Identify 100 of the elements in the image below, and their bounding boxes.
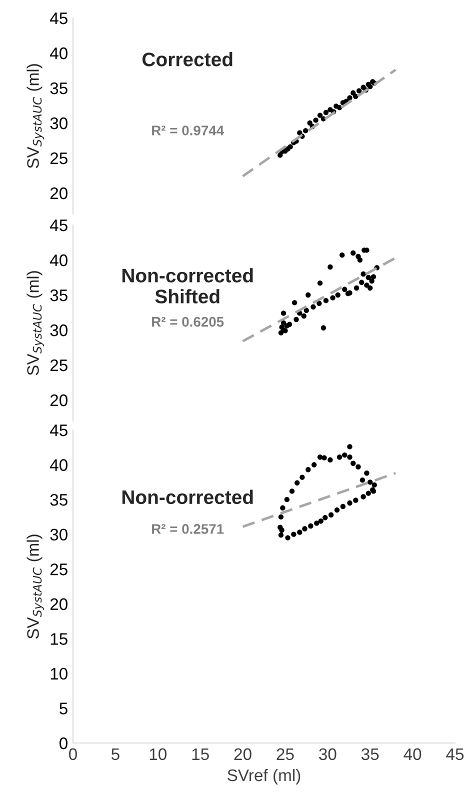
point: [297, 530, 302, 535]
text: Corrected: [142, 52, 232, 66]
point: [370, 274, 376, 280]
point: [302, 128, 308, 134]
y-axis-title: SV$_{SystAUC}$ (ml): [26, 271, 44, 376]
x-tick-label: 35: [361, 748, 379, 760]
point: [366, 274, 372, 280]
point: [302, 526, 308, 532]
y-tick-label: 40: [50, 459, 68, 471]
x-tick-label: 30: [319, 748, 336, 760]
point: [304, 308, 310, 313]
point: [278, 532, 284, 538]
annotation: R² = 0.2571: [152, 524, 224, 534]
point: [292, 300, 298, 306]
point: [366, 490, 372, 496]
point: [313, 118, 318, 123]
x-tick-label: 25: [276, 748, 294, 760]
point: [356, 464, 361, 470]
y-tick-label: 25: [50, 564, 68, 576]
y-tick-label: 20: [50, 394, 68, 406]
point: [356, 88, 362, 94]
point: [316, 300, 322, 306]
point: [350, 250, 356, 256]
point: [360, 477, 366, 483]
point: [328, 264, 333, 270]
point: [308, 523, 314, 529]
point: [342, 286, 348, 292]
x-tick-label: 40: [404, 748, 422, 760]
point: [368, 480, 373, 485]
point: [317, 454, 323, 460]
point: [289, 488, 295, 494]
y-tick-label: 0: [60, 737, 68, 750]
point: [291, 532, 296, 537]
x-tick-label: 20: [234, 748, 252, 760]
point: [300, 474, 305, 480]
point: [334, 507, 340, 513]
point: [336, 454, 342, 460]
point: [278, 524, 283, 530]
annotation: R² = 0.6205: [152, 316, 224, 327]
point: [368, 84, 373, 90]
point: [330, 295, 336, 300]
point: [328, 512, 334, 518]
y-tick-label: 10: [50, 668, 68, 680]
x-tick-label: 0: [69, 748, 77, 760]
y-tick-label: 45: [50, 12, 68, 24]
point: [342, 452, 348, 458]
y-tick-label: 20: [50, 598, 68, 610]
point: [347, 95, 352, 100]
point: [288, 144, 293, 150]
x-tick-label: 5: [111, 748, 120, 760]
point: [280, 310, 286, 316]
point: [364, 282, 370, 288]
y-tick-label: 30: [50, 117, 68, 130]
point: [306, 467, 311, 472]
point: [322, 455, 327, 460]
point: [314, 520, 320, 526]
point: [294, 316, 299, 322]
point: [360, 494, 366, 500]
y-axis-title: SV$_{SystAUC}$ (ml): [26, 64, 44, 168]
point: [368, 285, 373, 291]
point: [311, 462, 317, 468]
point: [280, 320, 286, 326]
y-tick-label: 40: [50, 254, 68, 266]
point: [323, 298, 329, 304]
y-tick-label: 35: [50, 289, 68, 302]
y-tick-label: 25: [50, 152, 68, 164]
point: [347, 500, 352, 506]
y-tick-label: 5: [60, 702, 68, 714]
text: Non-corrected: [122, 490, 253, 504]
text: Non-corrected Shifted: [122, 268, 253, 304]
point: [317, 280, 323, 286]
point: [369, 278, 374, 284]
y-tick-label: 20: [50, 187, 68, 200]
point: [364, 470, 370, 476]
y-tick-label: 15: [50, 633, 68, 645]
point: [347, 444, 352, 450]
x-tick-label: 15: [192, 748, 209, 760]
y-tick-label: 35: [50, 494, 68, 506]
y-tick-label: 30: [50, 324, 68, 336]
y-tick-label: 45: [50, 220, 68, 232]
point: [335, 292, 340, 298]
point: [301, 313, 306, 319]
point: [285, 535, 290, 540]
x-tick-label: 10: [150, 748, 167, 760]
point: [359, 280, 364, 285]
x-axis-title: SVref (ml): [228, 768, 300, 784]
point: [328, 457, 333, 463]
point: [350, 460, 356, 466]
point: [286, 322, 292, 327]
point: [356, 254, 361, 260]
point: [306, 292, 311, 298]
point: [310, 304, 316, 310]
point: [322, 515, 328, 520]
y-tick-label: 30: [50, 528, 68, 541]
point: [317, 112, 323, 118]
annotation: R² = 0.9744: [152, 126, 224, 136]
point: [340, 252, 345, 258]
x-tick-label: 45: [446, 748, 464, 760]
point: [340, 504, 346, 510]
point: [354, 285, 360, 291]
